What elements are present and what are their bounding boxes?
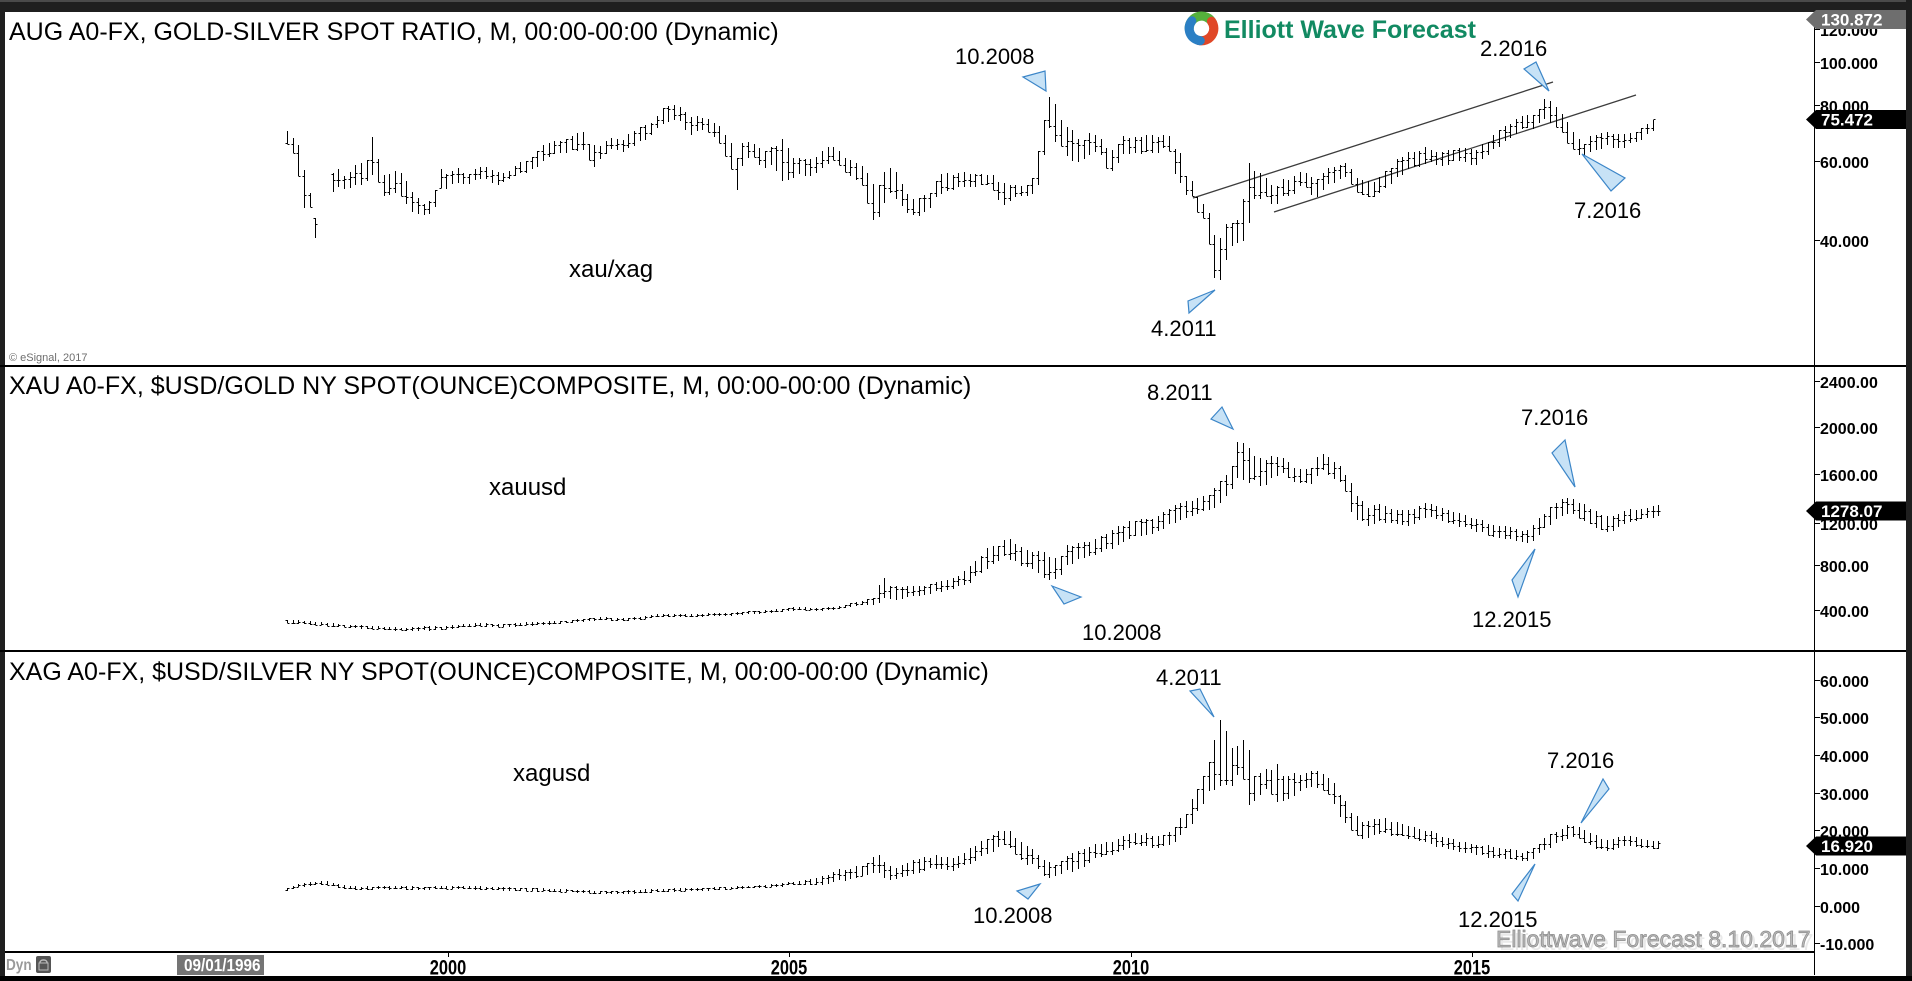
svg-text:30.000: 30.000 bbox=[1820, 787, 1869, 804]
svg-text:60.000: 60.000 bbox=[1820, 674, 1869, 691]
svg-text:16.920: 16.920 bbox=[1821, 837, 1873, 856]
svg-text:4.2011: 4.2011 bbox=[1151, 316, 1217, 341]
svg-text:800.00: 800.00 bbox=[1820, 559, 1869, 576]
svg-text:10.2008: 10.2008 bbox=[973, 903, 1053, 928]
svg-text:10.000: 10.000 bbox=[1820, 862, 1869, 879]
svg-text:2010: 2010 bbox=[1113, 956, 1149, 979]
svg-text:50.000: 50.000 bbox=[1820, 711, 1869, 728]
svg-text:2.2016: 2.2016 bbox=[1480, 36, 1547, 61]
svg-text:8.2011: 8.2011 bbox=[1147, 380, 1213, 405]
svg-text:Elliottwave Forecast 8.10.2017: Elliottwave Forecast 8.10.2017 bbox=[1499, 929, 1814, 955]
svg-text:2000: 2000 bbox=[430, 956, 466, 979]
svg-text:XAU A0-FX, $USD/GOLD NY SPOT(O: XAU A0-FX, $USD/GOLD NY SPOT(OUNCE)COMPO… bbox=[9, 372, 971, 400]
svg-text:-10.000: -10.000 bbox=[1820, 937, 1874, 954]
svg-text:400.00: 400.00 bbox=[1820, 604, 1869, 621]
svg-text:2015: 2015 bbox=[1454, 956, 1490, 979]
svg-text:75.472: 75.472 bbox=[1821, 111, 1873, 130]
svg-text:xauusd: xauusd bbox=[489, 474, 566, 501]
svg-text:40.000: 40.000 bbox=[1820, 749, 1869, 766]
svg-text:12.2015: 12.2015 bbox=[1472, 607, 1552, 632]
svg-text:2400.00: 2400.00 bbox=[1820, 375, 1878, 392]
svg-text:09/01/1996: 09/01/1996 bbox=[184, 955, 261, 975]
svg-text:60.000: 60.000 bbox=[1820, 155, 1869, 172]
svg-text:Elliott Wave Forecast: Elliott Wave Forecast bbox=[1224, 16, 1477, 44]
svg-text:Dyn: Dyn bbox=[6, 957, 32, 974]
svg-text:1600.00: 1600.00 bbox=[1820, 468, 1878, 485]
svg-text:100.000: 100.000 bbox=[1820, 56, 1878, 73]
svg-text:4.2011: 4.2011 bbox=[1156, 665, 1222, 690]
svg-text:© eSignal, 2017: © eSignal, 2017 bbox=[9, 352, 87, 364]
svg-text:AUG A0-FX, GOLD-SILVER SPOT RA: AUG A0-FX, GOLD-SILVER SPOT RATIO, M, 00… bbox=[9, 18, 779, 46]
svg-text:10.2008: 10.2008 bbox=[955, 44, 1035, 69]
svg-text:xau/xag: xau/xag bbox=[569, 256, 653, 283]
svg-text:40.000: 40.000 bbox=[1820, 234, 1869, 251]
svg-text:0.000: 0.000 bbox=[1820, 900, 1860, 917]
svg-text:2000.00: 2000.00 bbox=[1820, 421, 1878, 438]
svg-text:xagusd: xagusd bbox=[513, 760, 590, 787]
svg-text:2005: 2005 bbox=[771, 956, 807, 979]
svg-text:10.2008: 10.2008 bbox=[1082, 620, 1162, 645]
svg-text:Elliottwave Forecast 8.10.2017: Elliottwave Forecast 8.10.2017 bbox=[1496, 926, 1811, 952]
svg-text:7.2016: 7.2016 bbox=[1547, 748, 1614, 773]
svg-text:XAG A0-FX, $USD/SILVER NY SPOT: XAG A0-FX, $USD/SILVER NY SPOT(OUNCE)COM… bbox=[9, 658, 989, 686]
svg-text:1200.00: 1200.00 bbox=[1820, 517, 1878, 534]
svg-text:7.2016: 7.2016 bbox=[1574, 198, 1641, 223]
svg-text:12.2015: 12.2015 bbox=[1458, 907, 1538, 932]
svg-text:130.872: 130.872 bbox=[1821, 11, 1882, 30]
svg-text:7.2016: 7.2016 bbox=[1521, 405, 1588, 430]
svg-text:1278.07: 1278.07 bbox=[1821, 502, 1882, 521]
